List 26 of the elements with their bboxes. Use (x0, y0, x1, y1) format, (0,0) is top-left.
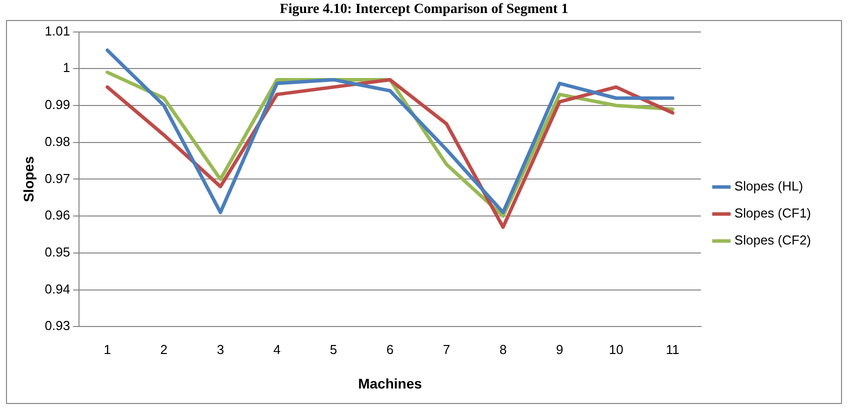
x-tick-label: 10 (608, 342, 624, 357)
x-axis-title: Machines (358, 375, 422, 392)
x-tick-label: 9 (556, 342, 564, 357)
y-tick-label: 1 (62, 60, 70, 76)
x-tick-label: 6 (386, 342, 394, 357)
chart-title: Figure 4.10: Intercept Comparison of Segment 1 (278, 2, 570, 18)
y-tick-label: 0.98 (44, 134, 70, 149)
legend-label: Slopes (HL) (734, 178, 804, 194)
y-tick-label: 0.93 (44, 318, 70, 334)
y-tick-label: 0.97 (44, 170, 70, 186)
x-tick-label: 5 (330, 342, 338, 357)
x-tick-label: 3 (216, 342, 224, 357)
legend-label: Slopes (CF2) (734, 232, 811, 248)
legend-label: Slopes (CF1) (734, 206, 811, 221)
y-axis-title: Slopes (20, 156, 36, 202)
y-tick-label: 0.99 (44, 97, 70, 112)
y-tick-label: 0.95 (44, 244, 70, 260)
x-tick-label: 8 (499, 342, 507, 357)
x-tick-label: 4 (273, 342, 281, 357)
y-tick-label: 1.01 (44, 23, 70, 38)
y-tick-label: 0.96 (44, 208, 70, 223)
x-tick-label: 2 (160, 342, 168, 357)
x-tick-label: 1 (104, 342, 111, 357)
x-tick-label: 11 (666, 342, 680, 357)
x-tick-label: 7 (442, 342, 450, 357)
y-tick-label: 0.94 (44, 281, 70, 296)
